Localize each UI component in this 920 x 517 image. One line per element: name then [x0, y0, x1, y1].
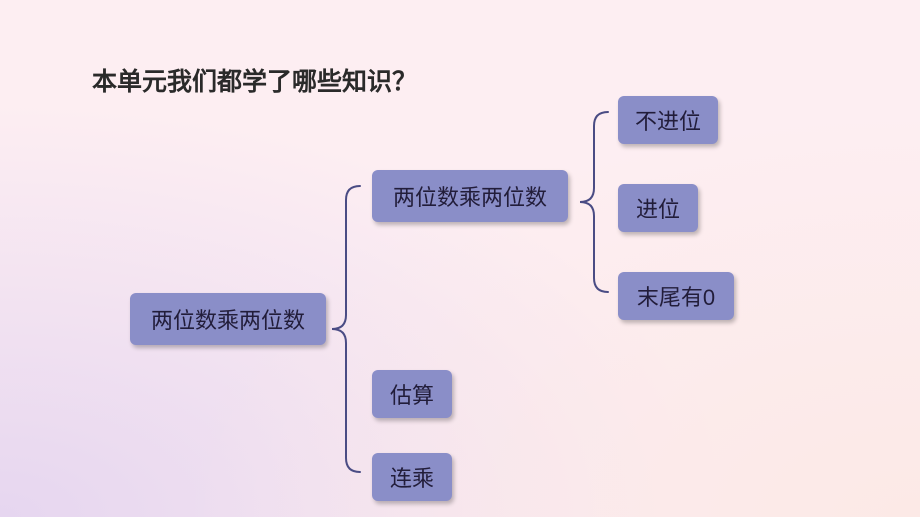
page-title: 本单元我们都学了哪些知识？ — [92, 62, 417, 98]
root-node: 两位数乘两位数 — [130, 293, 326, 345]
mid-node-chain: 连乘 — [372, 453, 452, 501]
mid-node-multiplication: 两位数乘两位数 — [372, 170, 568, 222]
mid-node-estimate: 估算 — [372, 370, 452, 418]
leaf-node-carry: 进位 — [618, 184, 698, 232]
leaf-node-nocarry: 不进位 — [618, 96, 718, 144]
leaf-node-zero: 末尾有0 — [618, 272, 734, 320]
